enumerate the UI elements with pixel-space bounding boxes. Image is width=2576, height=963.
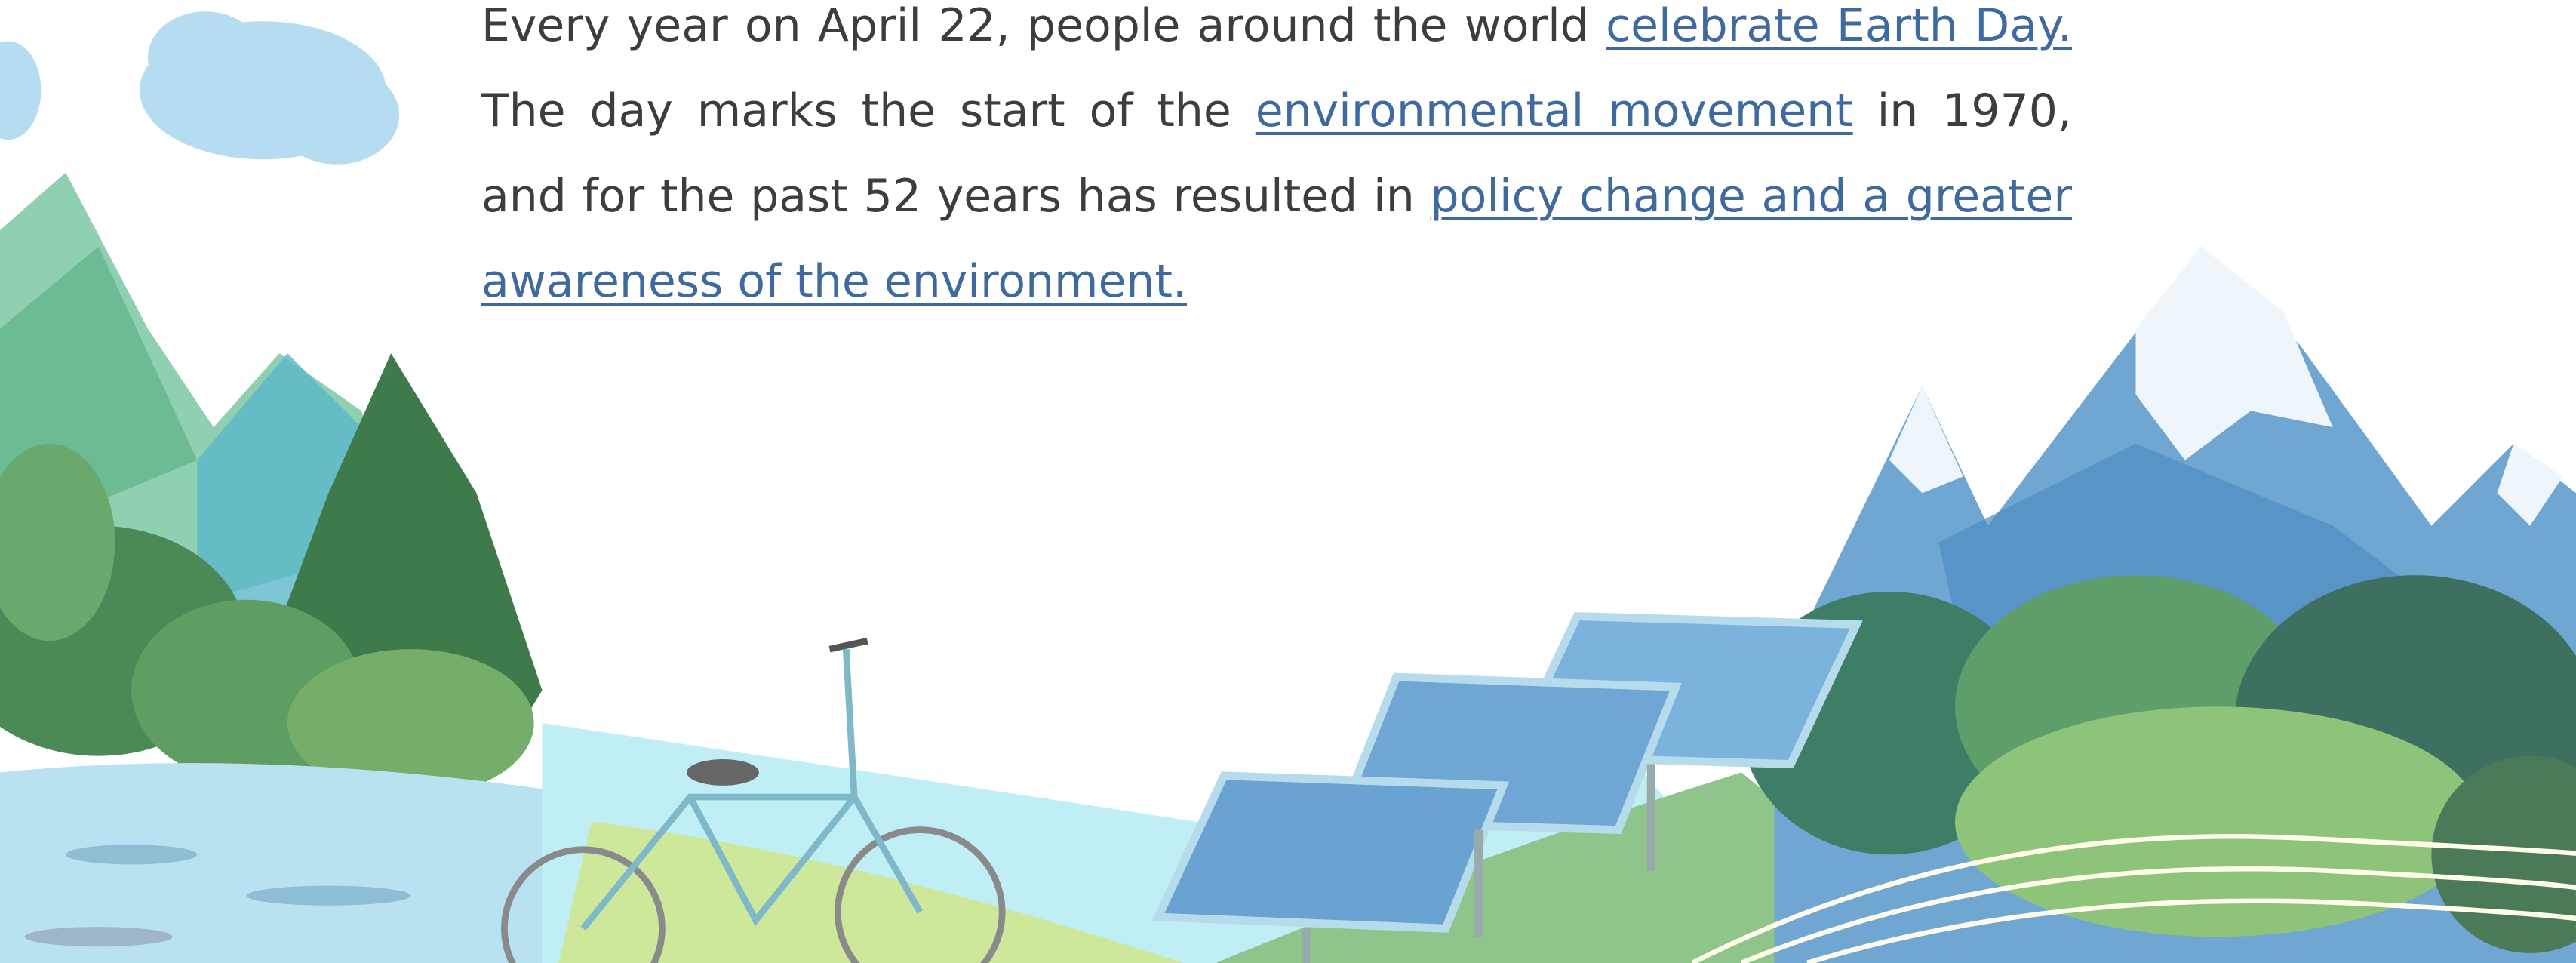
illustration-shape bbox=[1158, 776, 1503, 929]
illustration-shape bbox=[247, 886, 411, 906]
link[interactable]: celebrate Earth Day. bbox=[1606, 0, 2072, 52]
clouds bbox=[0, 11, 399, 165]
page: Earth Day {"paragraph": [ "Every year on… bbox=[0, 0, 2576, 963]
illustration-shape bbox=[66, 845, 197, 864]
paragraph-text: The day marks the start of the bbox=[481, 85, 1231, 137]
paragraph: Every year on April 22, people around th… bbox=[481, 0, 2072, 325]
illustration-shape bbox=[25, 927, 173, 946]
paragraph-text: Every year on April 22, people around th… bbox=[481, 0, 1589, 52]
illustration-shape bbox=[148, 11, 263, 103]
illustration-shape bbox=[0, 41, 41, 140]
link[interactable]: environmental movement bbox=[1256, 85, 1853, 137]
illustration-shape bbox=[830, 641, 868, 649]
illustration-shape bbox=[275, 66, 399, 165]
page-body: Every year on April 22, people around th… bbox=[0, 0, 2576, 963]
illustration-shape bbox=[687, 759, 759, 786]
